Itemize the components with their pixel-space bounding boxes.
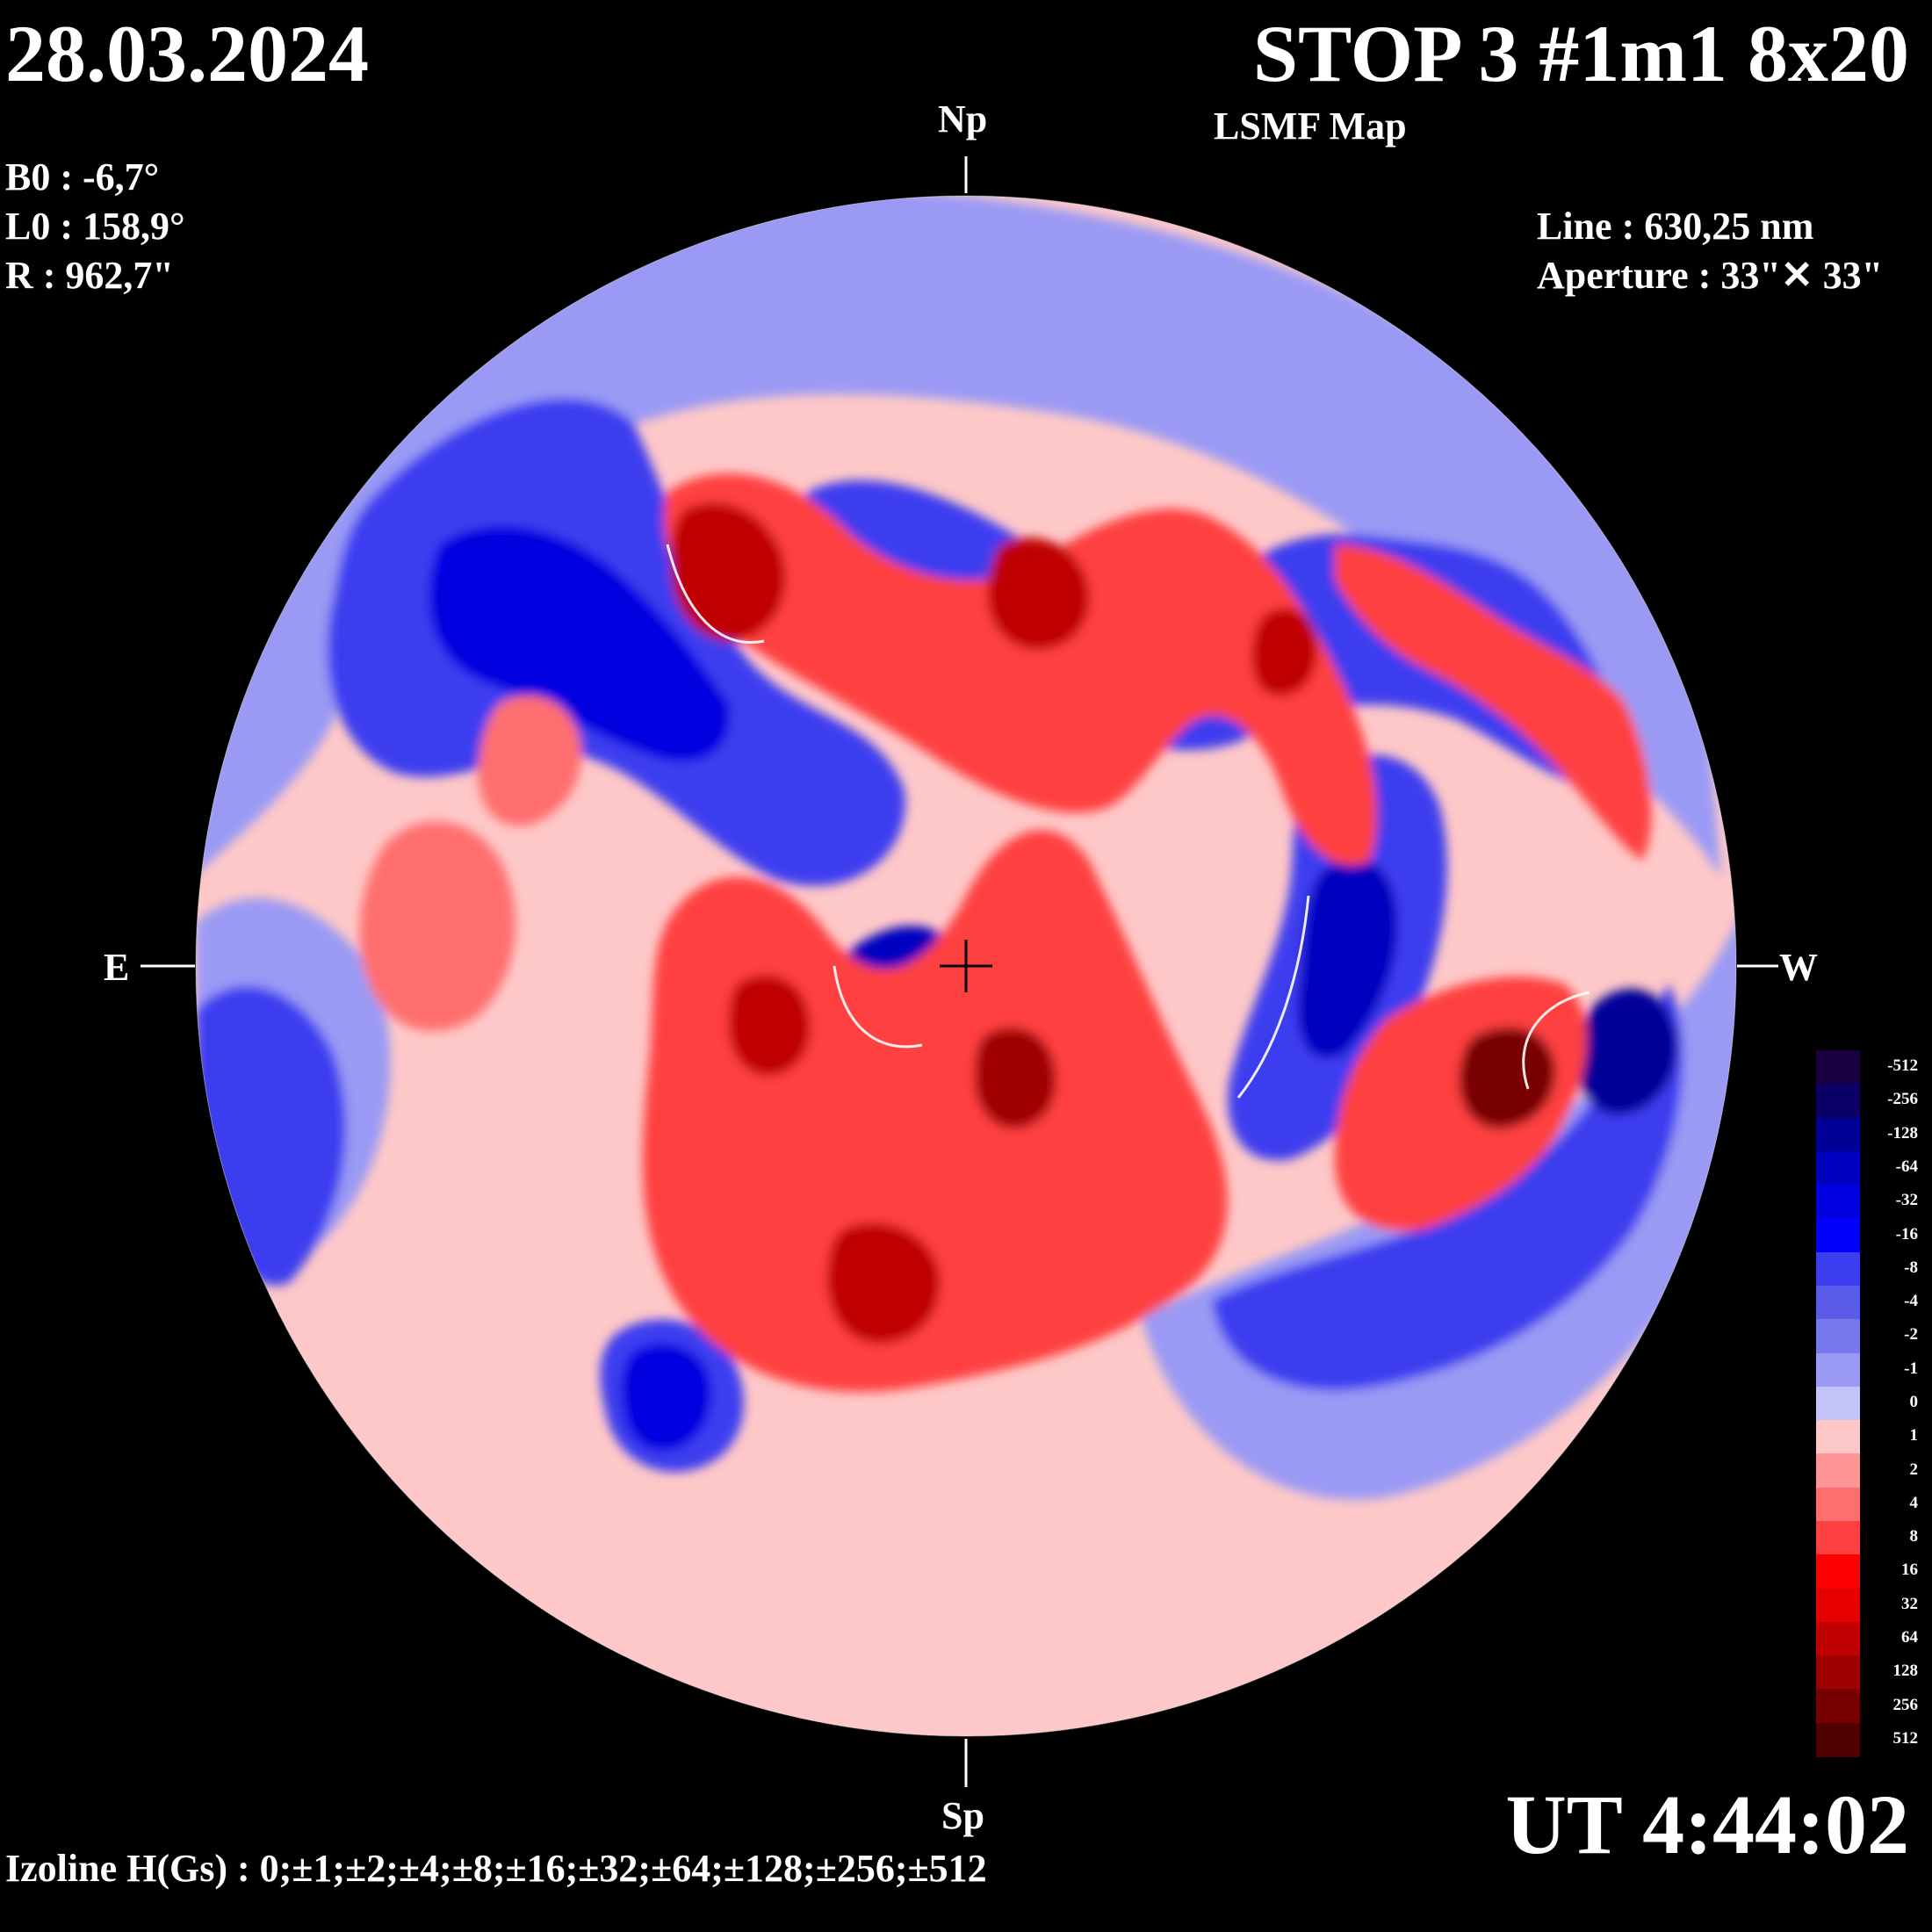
scale-swatch: [1816, 1084, 1860, 1119]
observation-time: UT 4:44:02: [1505, 1777, 1909, 1871]
scale-swatch: [1816, 1185, 1860, 1220]
region-pos-east-scatter: [359, 821, 515, 1032]
scale-swatch: [1816, 1050, 1860, 1085]
region-neg-weak-north: [196, 196, 1721, 878]
region-neg-core-south: [621, 1343, 712, 1452]
region-pos-core-northeast: [987, 537, 1090, 650]
scale-label: 32: [1901, 1594, 1918, 1613]
north-pole-label: Np: [938, 97, 988, 141]
param-radius: R : 962,7": [5, 254, 174, 297]
scale-swatch: [1816, 1689, 1860, 1724]
scale-swatch: [1816, 1655, 1860, 1690]
scale-label: 256: [1892, 1695, 1919, 1714]
scale-swatch: [1816, 1251, 1860, 1287]
region-pos-east-patch: [478, 696, 581, 826]
region-pos-core-north: [670, 502, 786, 642]
scale-swatch: [1816, 1722, 1860, 1757]
scale-label: 0: [1909, 1393, 1919, 1411]
observation-date: 28.03.2024: [5, 9, 369, 98]
scale-label: -4: [1904, 1292, 1918, 1311]
scale-label: -512: [1887, 1056, 1918, 1076]
south-pole-label: Sp: [941, 1794, 984, 1837]
spectral-line: Line : 630,25 nm: [1537, 205, 1814, 248]
scale-swatch: [1816, 1319, 1860, 1354]
scale-label: -256: [1887, 1090, 1918, 1109]
scale-label: -16: [1895, 1224, 1918, 1244]
scale-label: 1: [1909, 1426, 1919, 1445]
region-pos-core-far-nw: [1251, 608, 1317, 696]
scale-swatch: [1816, 1554, 1860, 1590]
color-scale-bar: [1816, 1050, 1860, 1757]
region-pos-core-west: [1459, 1027, 1555, 1129]
param-b0: B0 : -6,7°: [5, 155, 160, 198]
scale-swatch: [1816, 1352, 1860, 1388]
map-subtitle: LSMF Map: [1214, 105, 1407, 148]
scale-swatch: [1816, 1117, 1860, 1152]
scale-label: -32: [1895, 1191, 1918, 1210]
region-pos-core-center: [729, 975, 811, 1077]
west-label: W: [1779, 946, 1818, 989]
scale-swatch: [1816, 1286, 1860, 1321]
region-neg-core-north: [429, 525, 731, 762]
param-l0: L0 : 158,9°: [5, 205, 185, 248]
neutral-line-4: [1522, 991, 1590, 1090]
region-pos-northwest-arc: [1335, 544, 1652, 861]
region-neg-core-west: [1297, 857, 1398, 1059]
scale-swatch: [1816, 1453, 1860, 1489]
scale-label: -64: [1895, 1157, 1918, 1176]
region-neg-core-far-west: [1577, 988, 1678, 1115]
scale-label: 128: [1892, 1662, 1919, 1681]
scale-swatch: [1816, 1487, 1860, 1522]
scale-label: 4: [1909, 1493, 1919, 1512]
scale-label: 512: [1892, 1728, 1919, 1748]
neutral-line-1: [666, 544, 765, 644]
scale-swatch: [1816, 1588, 1860, 1623]
scale-swatch: [1816, 1420, 1860, 1455]
east-label: E: [104, 946, 130, 989]
izoline-levels: Izoline H(Gs) : 0;±1;±2;±4;±8;±16;±32;±6…: [5, 1847, 987, 1890]
region-neg-southwest: [1212, 984, 1683, 1391]
scale-swatch: [1816, 1218, 1860, 1253]
scale-label: 16: [1901, 1561, 1918, 1580]
aperture: Aperture : 33"✕ 33": [1537, 254, 1884, 297]
scale-label: -1: [1904, 1359, 1918, 1378]
scale-label: 2: [1909, 1460, 1919, 1479]
scale-label: -128: [1887, 1123, 1918, 1143]
page-title: STOP 3 #1m1 8x20: [1252, 9, 1909, 98]
scale-swatch: [1816, 1150, 1860, 1186]
scale-label: -8: [1904, 1258, 1918, 1277]
neutral-line-2: [833, 965, 923, 1049]
scale-swatch: [1816, 1521, 1860, 1556]
scale-label: 8: [1909, 1527, 1919, 1546]
region-pos-core-south: [826, 1222, 941, 1344]
region-pos-north-arc: [664, 473, 1377, 866]
scale-swatch: [1816, 1621, 1860, 1657]
scale-label: -2: [1904, 1325, 1918, 1344]
scale-label: 64: [1901, 1628, 1918, 1647]
neutral-line-3: [1236, 895, 1310, 1099]
region-pos-core-center2: [975, 1027, 1056, 1129]
scale-swatch: [1816, 1386, 1860, 1422]
region-pos-central: [642, 830, 1228, 1393]
